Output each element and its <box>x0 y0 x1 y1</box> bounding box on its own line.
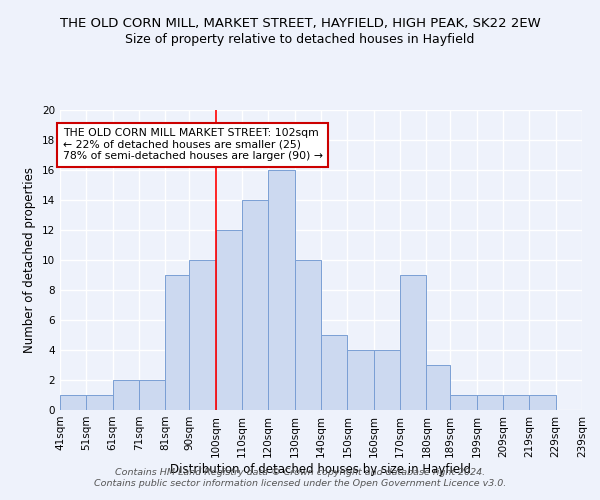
Bar <box>503 395 529 410</box>
Text: Size of property relative to detached houses in Hayfield: Size of property relative to detached ho… <box>125 32 475 46</box>
Bar <box>529 395 556 410</box>
Bar <box>321 335 347 410</box>
Bar <box>427 365 450 410</box>
Bar <box>139 380 166 410</box>
Bar <box>86 395 113 410</box>
Bar <box>242 200 268 410</box>
Bar <box>347 350 374 410</box>
Bar <box>166 275 189 410</box>
X-axis label: Distribution of detached houses by size in Hayfield: Distribution of detached houses by size … <box>170 462 472 475</box>
Bar <box>215 230 242 410</box>
Bar <box>268 170 295 410</box>
Bar <box>113 380 139 410</box>
Text: THE OLD CORN MILL MARKET STREET: 102sqm
← 22% of detached houses are smaller (25: THE OLD CORN MILL MARKET STREET: 102sqm … <box>62 128 323 161</box>
Bar <box>60 395 86 410</box>
Bar <box>189 260 215 410</box>
Bar <box>476 395 503 410</box>
Bar <box>374 350 400 410</box>
Text: Contains HM Land Registry data © Crown copyright and database right 2024.
Contai: Contains HM Land Registry data © Crown c… <box>94 468 506 487</box>
Bar <box>400 275 427 410</box>
Bar <box>450 395 476 410</box>
Bar <box>295 260 321 410</box>
Y-axis label: Number of detached properties: Number of detached properties <box>23 167 37 353</box>
Text: THE OLD CORN MILL, MARKET STREET, HAYFIELD, HIGH PEAK, SK22 2EW: THE OLD CORN MILL, MARKET STREET, HAYFIE… <box>59 18 541 30</box>
